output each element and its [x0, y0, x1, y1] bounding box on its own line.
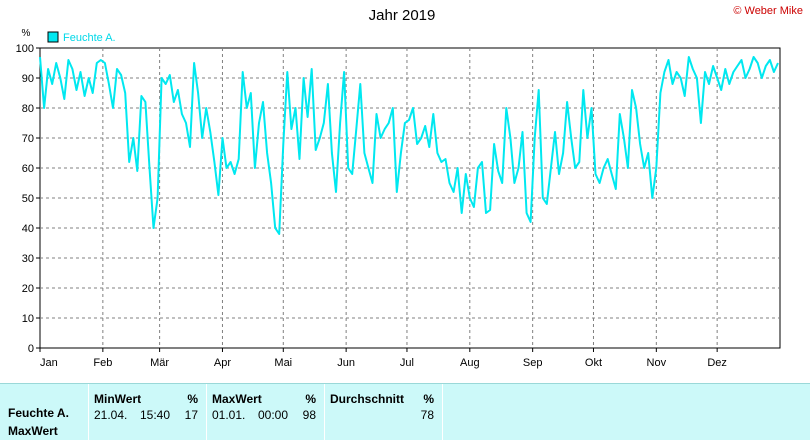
- stat-max-header: MaxWert: [212, 392, 262, 406]
- y-tick-label: 20: [22, 283, 34, 295]
- x-tick-label: Mär: [150, 357, 169, 369]
- y-tick-label: 60: [22, 163, 34, 175]
- stat-min-header: MinWert: [94, 392, 142, 406]
- row-label-sensor: Feuchte A.: [8, 406, 69, 420]
- x-tick-label: Apr: [214, 357, 231, 369]
- x-axis: Jan Feb Mär Apr Mai Jun Jul Aug Sep Okt Nov Dez: [39, 348, 727, 369]
- y-tick-label: 40: [22, 223, 34, 235]
- x-tick-label: Jan: [40, 357, 58, 369]
- legend-label: Feuchte A.: [63, 32, 116, 44]
- legend-swatch: [47, 31, 59, 43]
- x-tick-label: Nov: [647, 357, 667, 369]
- stat-min-column: MinWert % 21.04. 15:40 17: [88, 384, 206, 440]
- x-tick-label: Dez: [707, 357, 727, 369]
- x-tick-label: Jun: [337, 357, 355, 369]
- stat-min-unit: %: [187, 392, 198, 406]
- x-tick-label: Feb: [93, 357, 112, 369]
- y-tick-label: 90: [22, 73, 34, 85]
- copyright-text: © Weber Mike: [733, 5, 803, 17]
- stat-avg-unit: %: [423, 392, 434, 406]
- divider: [324, 384, 325, 440]
- chart-title: Jahr 2019: [369, 7, 436, 24]
- stat-avg-column: Durchschnitt % 78: [324, 384, 442, 440]
- stat-max-column: MaxWert % 01.01. 00:00 98: [206, 384, 324, 440]
- y-axis: 0 10 20 30 40 50 60 70 80 90 100: [16, 43, 40, 355]
- divider: [442, 384, 443, 440]
- y-tick-label: 70: [22, 133, 34, 145]
- x-tick-label: Okt: [585, 357, 602, 369]
- y-axis-unit: %: [22, 28, 31, 39]
- x-tick-label: Jul: [400, 357, 414, 369]
- statistics-panel: Feuchte A. MaxWert MinWert % 21.04. 15:4…: [0, 383, 810, 440]
- row-label-type: MaxWert: [8, 424, 58, 438]
- series-line-feuchte: [39, 56, 779, 235]
- stat-avg-value: 78: [420, 408, 434, 422]
- x-tick-label: Mai: [274, 357, 292, 369]
- stat-max-value: 98: [302, 408, 316, 422]
- stat-avg-header: Durchschnitt: [330, 392, 405, 406]
- y-tick-label: 0: [28, 343, 34, 355]
- stat-max-unit: %: [305, 392, 316, 406]
- y-tick-label: 50: [22, 193, 34, 205]
- x-tick-label: Aug: [460, 357, 480, 369]
- y-tick-label: 30: [22, 253, 34, 265]
- y-tick-label: 100: [16, 43, 34, 55]
- y-tick-label: 10: [22, 313, 34, 325]
- x-tick-label: Sep: [523, 357, 543, 369]
- y-tick-label: 80: [22, 103, 34, 115]
- divider: [88, 384, 89, 440]
- stat-min-time: 15:40: [140, 408, 171, 422]
- stat-max-time: 00:00: [258, 408, 289, 422]
- stat-min-value: 17: [184, 408, 198, 422]
- divider: [206, 384, 207, 440]
- stat-max-date: 01.01.: [212, 408, 246, 422]
- humidity-chart: Jahr 2019 © Weber Mike Feuchte A. % 0 10 2…: [16, 5, 803, 369]
- stat-min-date: 21.04.: [94, 408, 128, 422]
